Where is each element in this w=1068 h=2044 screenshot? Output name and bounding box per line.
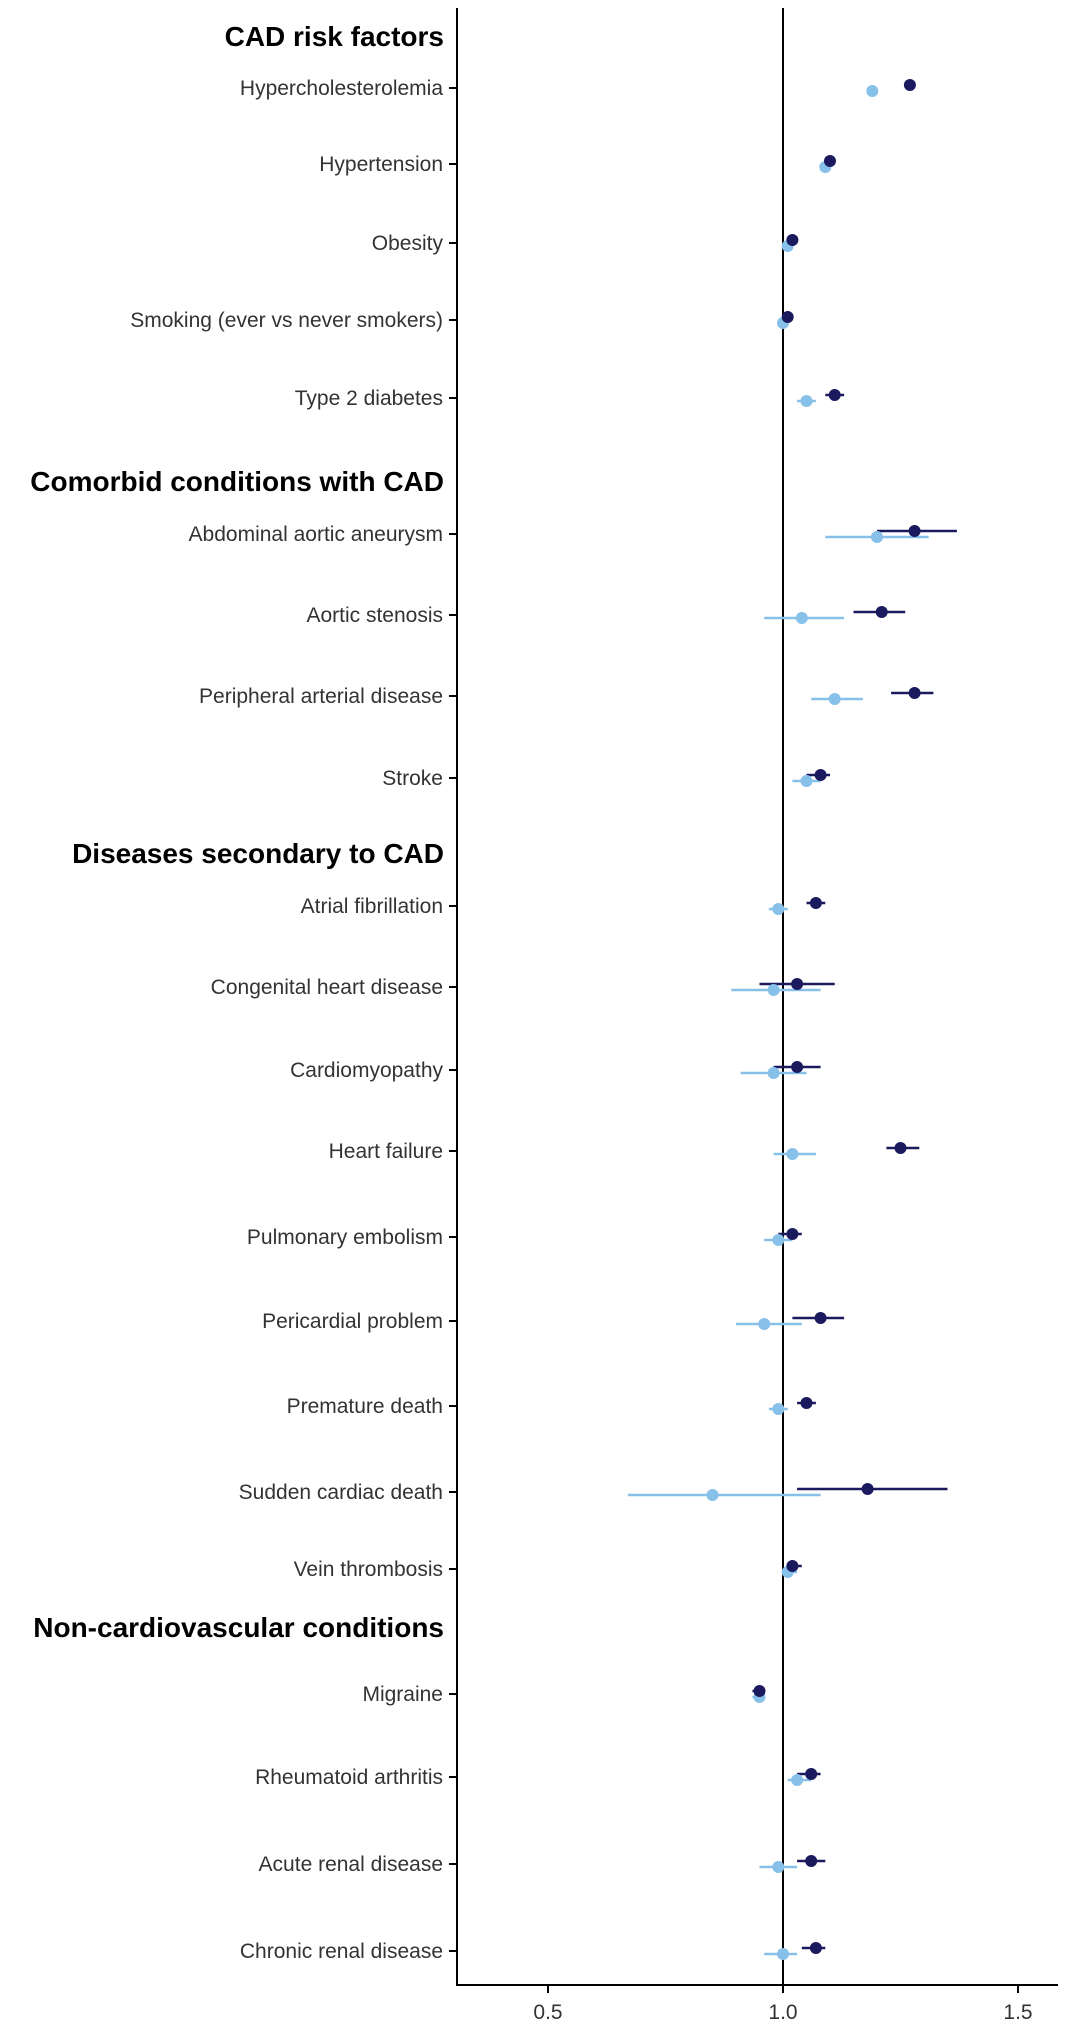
point-series-a <box>824 155 836 167</box>
row-label: Heart failure <box>329 1140 443 1163</box>
row-label: Chronic renal disease <box>240 1940 443 1963</box>
point-series-a <box>809 1942 822 1954</box>
row-label: Hypertension <box>319 153 443 176</box>
point-series-a <box>875 606 888 618</box>
x-tick-label: 1.0 <box>768 2001 797 2024</box>
row-label: Premature death <box>287 1395 443 1418</box>
point-series-b <box>767 984 780 996</box>
row-label: Migraine <box>362 1683 443 1706</box>
x-tick-label: 0.5 <box>533 2001 562 2024</box>
point-series-a <box>786 1560 799 1572</box>
point-series-b <box>866 85 879 97</box>
row-label: Sudden cardiac death <box>239 1481 443 1504</box>
row-label: Vein thrombosis <box>294 1558 443 1581</box>
row-label: Rheumatoid arthritis <box>255 1766 443 1789</box>
row-label: Cardiomyopathy <box>290 1059 443 1082</box>
row-label: Hypercholesterolemia <box>240 77 443 100</box>
row-label: Stroke <box>382 767 443 790</box>
point-series-b <box>791 1774 804 1786</box>
row-label: Congenital heart disease <box>211 976 443 999</box>
point-series-a <box>908 525 921 537</box>
x-axis-ticks: 0.5 1.0 1.5 <box>533 1985 1033 2024</box>
point-series-a <box>805 1768 818 1780</box>
point-series-b <box>828 693 841 705</box>
row-label: Atrial fibrillation <box>301 895 443 918</box>
point-series-a <box>908 687 921 699</box>
point-series-a <box>814 1312 827 1324</box>
point-series-b <box>758 1318 771 1330</box>
x-tick-label: 1.5 <box>1003 2001 1032 2024</box>
point-series-a <box>809 897 822 909</box>
row-label: Obesity <box>372 232 444 255</box>
point-series-a <box>791 1061 804 1073</box>
row-label: Peripheral arterial disease <box>199 685 443 708</box>
point-series-a <box>786 1228 799 1240</box>
group-heading: Comorbid conditions with CAD <box>30 466 444 497</box>
point-series-b <box>772 1234 785 1246</box>
point-series-b <box>786 1148 799 1160</box>
point-series-a <box>786 234 799 246</box>
point-series-a <box>814 769 827 781</box>
point-series-a <box>753 1685 766 1697</box>
row-label: Type 2 diabetes <box>295 387 443 410</box>
point-series-b <box>800 395 813 407</box>
point-series-b <box>777 1948 789 1960</box>
row-label: Pericardial problem <box>262 1310 443 1333</box>
point-series-a <box>861 1483 874 1495</box>
point-series-b <box>706 1489 719 1501</box>
row-label: Acute renal disease <box>259 1853 443 1876</box>
point-series-b <box>800 775 813 787</box>
point-series-b <box>767 1067 780 1079</box>
group-heading: Non-cardiovascular conditions <box>33 1612 444 1643</box>
point-series-b <box>772 903 785 915</box>
point-series-a <box>894 1142 907 1154</box>
group-heading: CAD risk factors <box>225 21 444 52</box>
point-series-a <box>791 978 804 990</box>
point-series-b <box>772 1403 785 1415</box>
data-marks <box>627 79 957 1960</box>
reference-and-axes <box>456 8 1058 1986</box>
row-label: Pulmonary embolism <box>247 1226 443 1249</box>
row-label: Aortic stenosis <box>306 604 443 627</box>
point-series-a <box>903 79 916 91</box>
point-series-a <box>828 389 841 401</box>
row-labels: Hypercholesterolemia Hypertension Obesity S… <box>130 77 457 1963</box>
point-series-a <box>800 1397 813 1409</box>
point-series-b <box>795 612 808 624</box>
row-label: Smoking (ever vs never smokers) <box>130 309 443 332</box>
point-series-a <box>805 1855 818 1867</box>
row-label: Abdominal aortic aneurysm <box>189 523 443 546</box>
point-series-b <box>772 1861 785 1873</box>
group-headings: CAD risk factors Comorbid conditions with… <box>30 21 444 1643</box>
point-series-a <box>781 311 794 323</box>
group-heading: Diseases secondary to CAD <box>72 838 444 869</box>
point-series-b <box>871 531 883 543</box>
